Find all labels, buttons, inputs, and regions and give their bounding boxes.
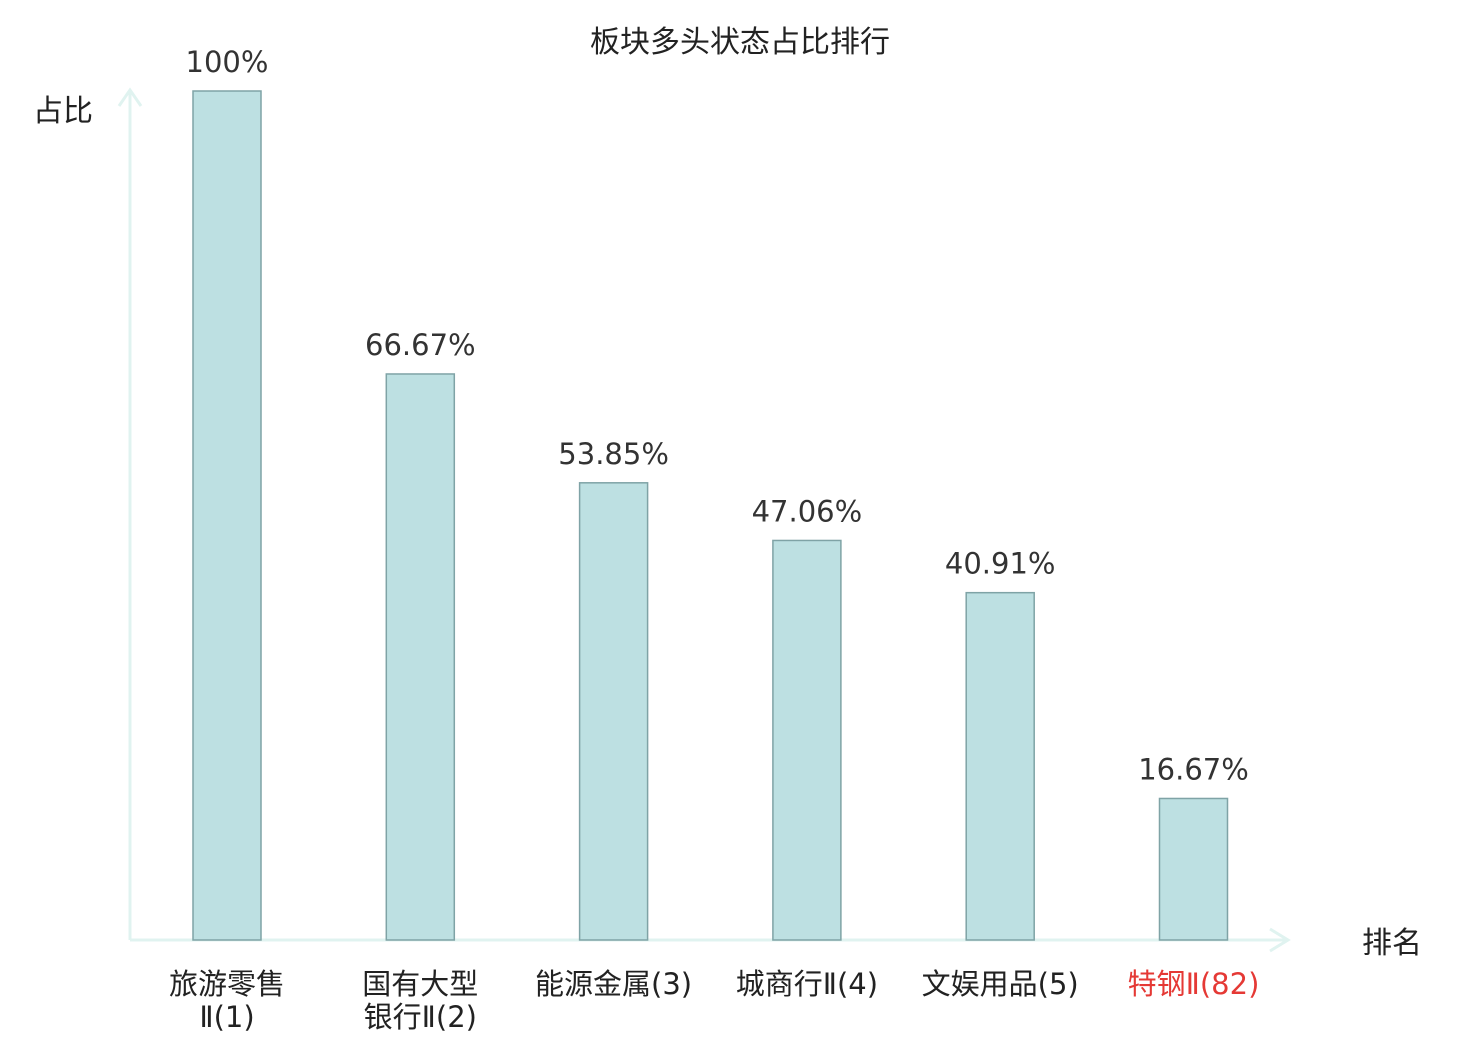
y-axis-label: 占比 xyxy=(33,94,93,129)
bar-1 xyxy=(192,90,262,941)
x-axis-label: 排名 xyxy=(1362,926,1422,961)
bar-5 xyxy=(965,591,1035,941)
category-label-4: 城商行Ⅱ(4) xyxy=(736,967,878,1001)
value-label-5: 40.91% xyxy=(945,547,1056,581)
bars-group xyxy=(192,90,1229,941)
value-label-4: 47.06% xyxy=(752,494,863,528)
category-label-6: 特钢Ⅱ(82) xyxy=(1128,967,1260,1001)
value-label-6: 16.67% xyxy=(1138,752,1249,786)
x-axis xyxy=(130,927,1291,953)
category-label-1: 旅游零售 Ⅱ(1) xyxy=(169,967,285,1034)
value-labels-group: 100% 66.67% 53.85% 47.06% 40.91% 16.67% xyxy=(186,45,1249,786)
bar-3 xyxy=(578,482,649,941)
y-axis xyxy=(117,87,143,940)
chart-title: 板块多头状态占比排行 xyxy=(590,25,890,60)
bar-2 xyxy=(385,373,456,941)
bar-6 xyxy=(1158,797,1229,941)
value-label-3: 53.85% xyxy=(558,437,669,471)
category-label-3: 能源金属(3) xyxy=(535,967,692,1001)
category-label-5: 文娱用品(5) xyxy=(922,967,1079,1001)
value-label-1: 100% xyxy=(186,45,269,79)
category-labels-group: 旅游零售 Ⅱ(1) 国有大型银行Ⅱ(2) 能源金属(3) 城商行Ⅱ(4) 文娱用品(5) 特… xyxy=(169,967,1259,1034)
category-label-2: 国有大型银行Ⅱ(2) xyxy=(362,967,478,1034)
value-label-2: 66.67% xyxy=(365,328,476,362)
bar-4 xyxy=(772,539,842,941)
